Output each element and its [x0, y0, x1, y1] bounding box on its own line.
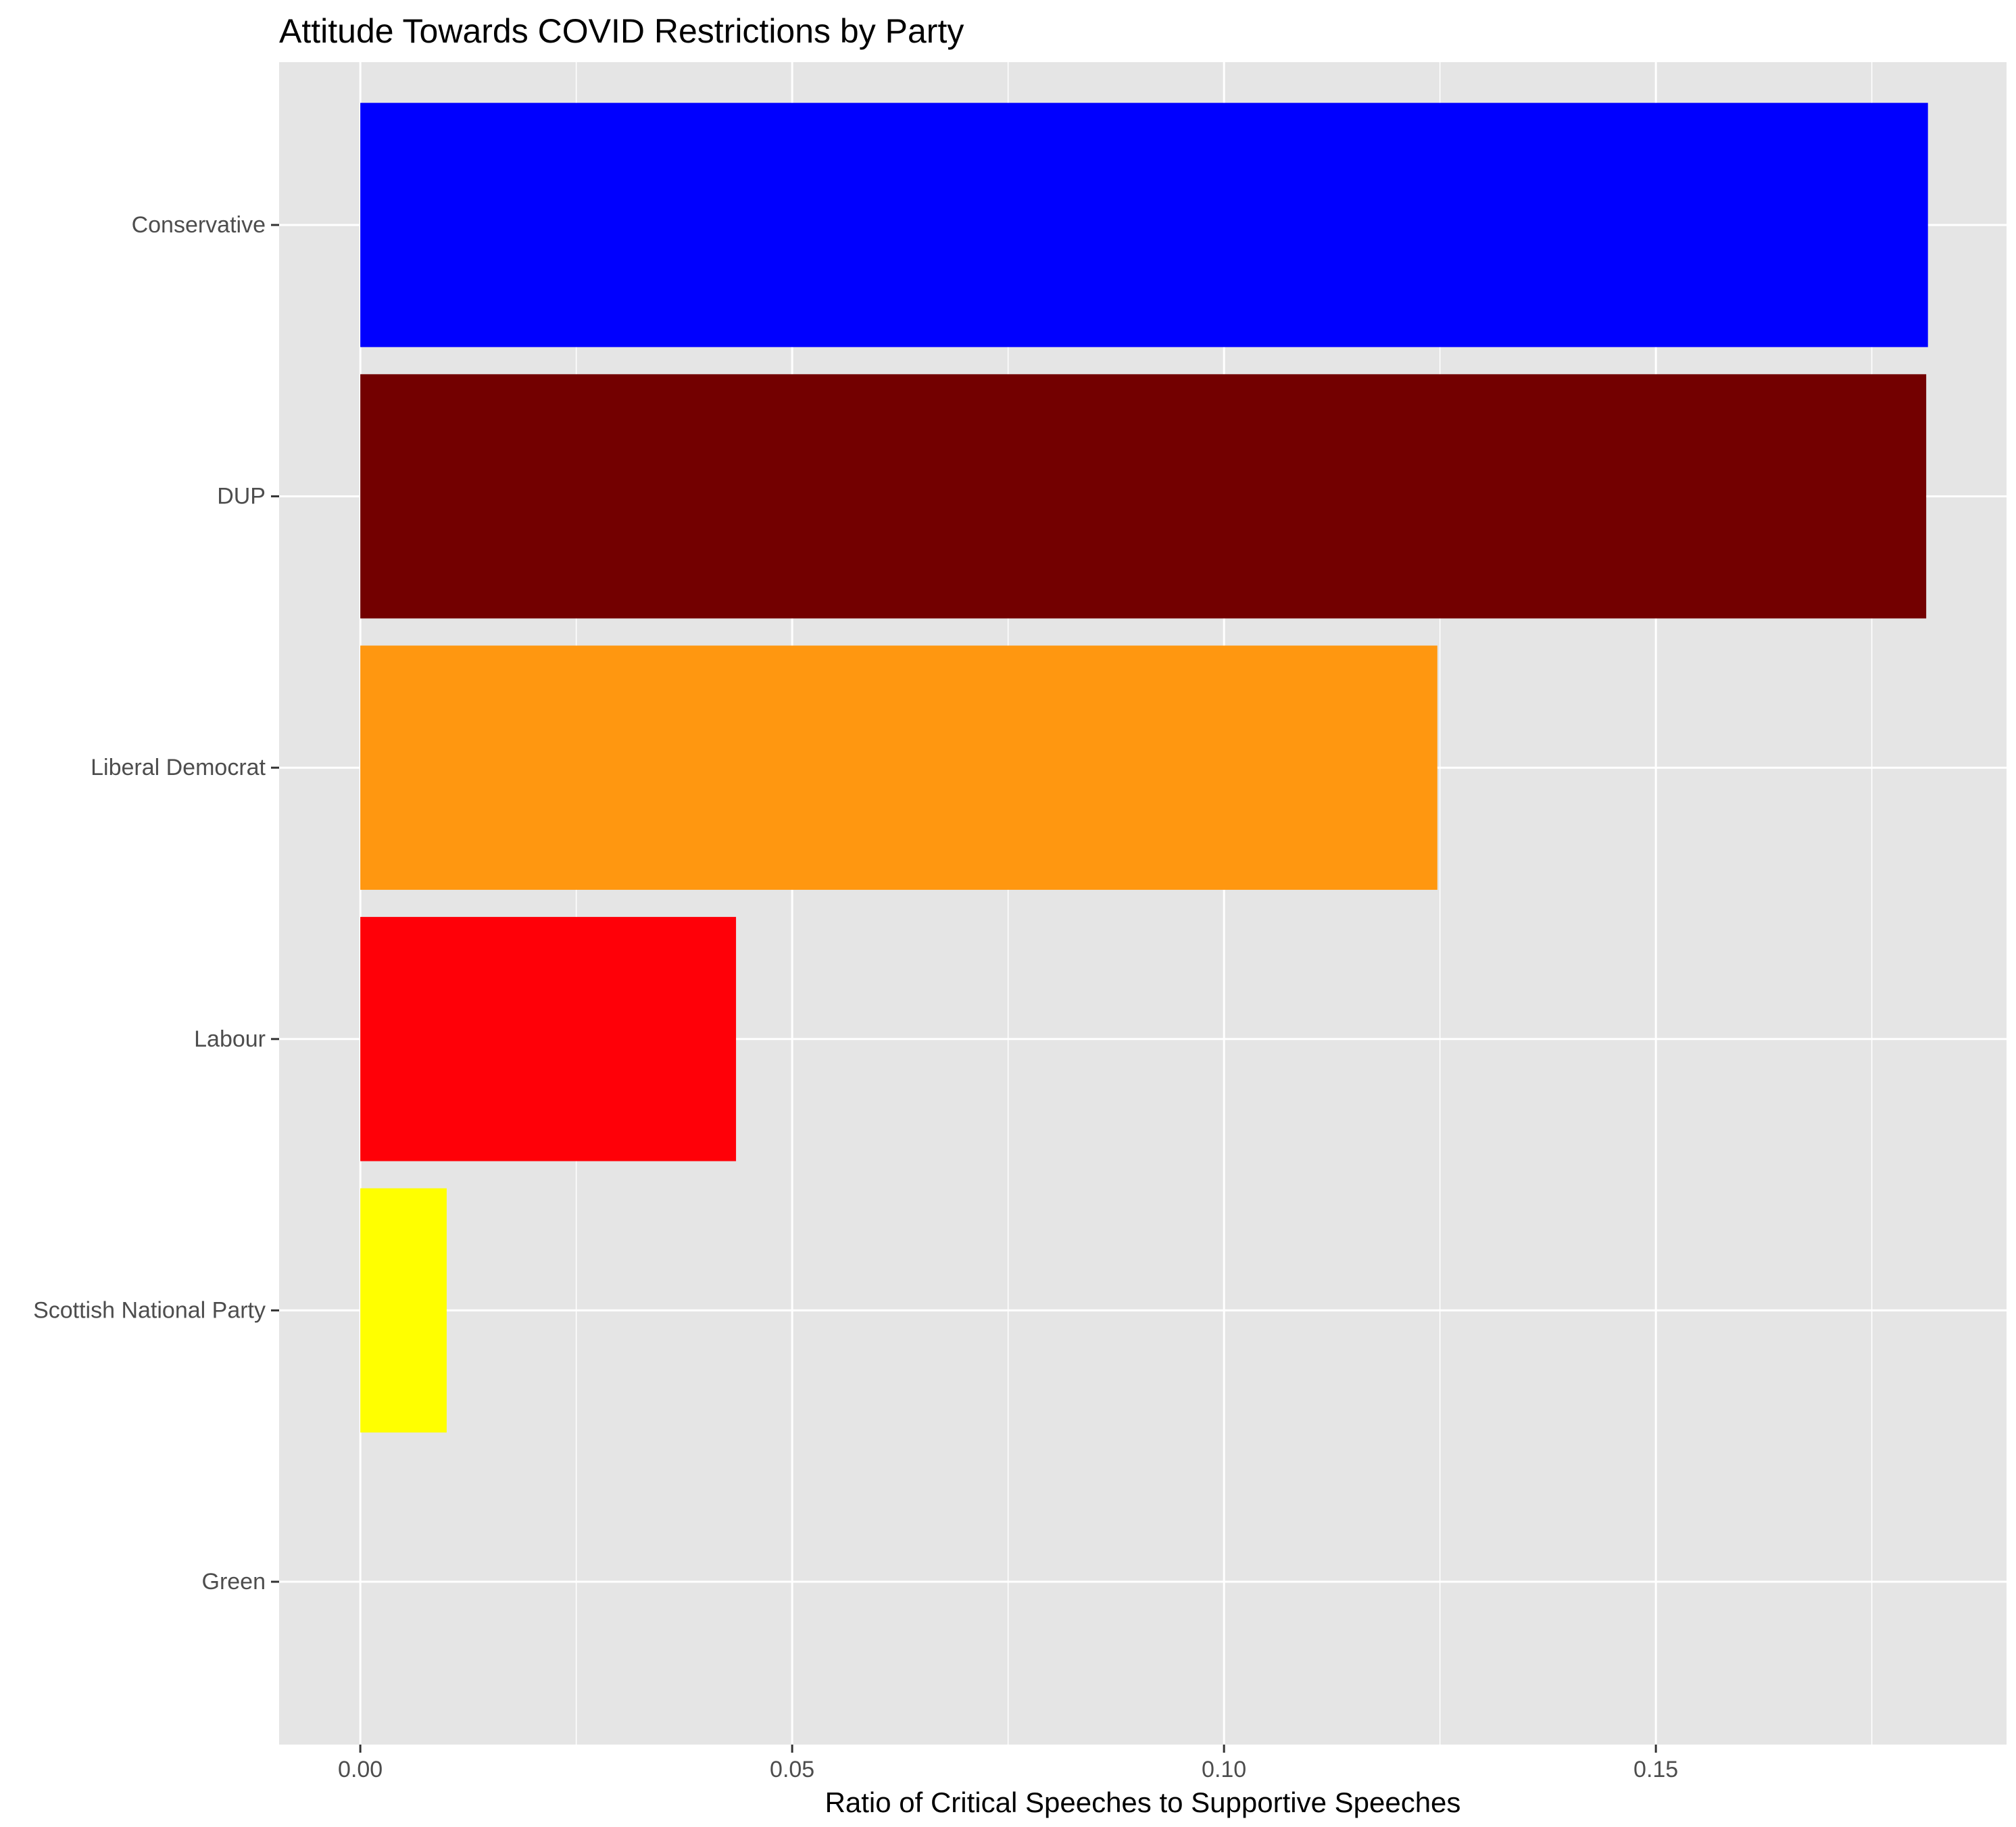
bar-conservative [360, 103, 1928, 347]
bar-liberal-democrat [360, 645, 1437, 890]
bar-dup [360, 374, 1927, 619]
y-tick-label: Green [202, 1569, 266, 1595]
bars [360, 103, 1928, 1433]
y-tick-label: Conservative [132, 212, 266, 238]
x-tick-label: 0.10 [1202, 1757, 1246, 1782]
y-tick-label: Liberal Democrat [91, 755, 266, 780]
x-tick-label: 0.00 [338, 1757, 383, 1782]
x-tick-label: 0.15 [1633, 1757, 1678, 1782]
x-axis-title: Ratio of Critical Speeches to Supportive… [825, 1786, 1461, 1818]
y-tick-label: Labour [194, 1026, 266, 1052]
chart-title: Attitude Towards COVID Restrictions by P… [279, 12, 964, 50]
x-tick-label: 0.05 [770, 1757, 814, 1782]
x-axis: 0.00 0.05 0.10 0.15 [338, 1745, 1678, 1782]
bar-scottish-national-party [360, 1188, 447, 1433]
y-axis: Conservative DUP Liberal Democrat Labour Sco… [33, 212, 279, 1595]
y-tick-label: DUP [217, 484, 266, 509]
y-tick-label: Scottish National Party [33, 1297, 266, 1323]
bar-labour [360, 917, 737, 1161]
